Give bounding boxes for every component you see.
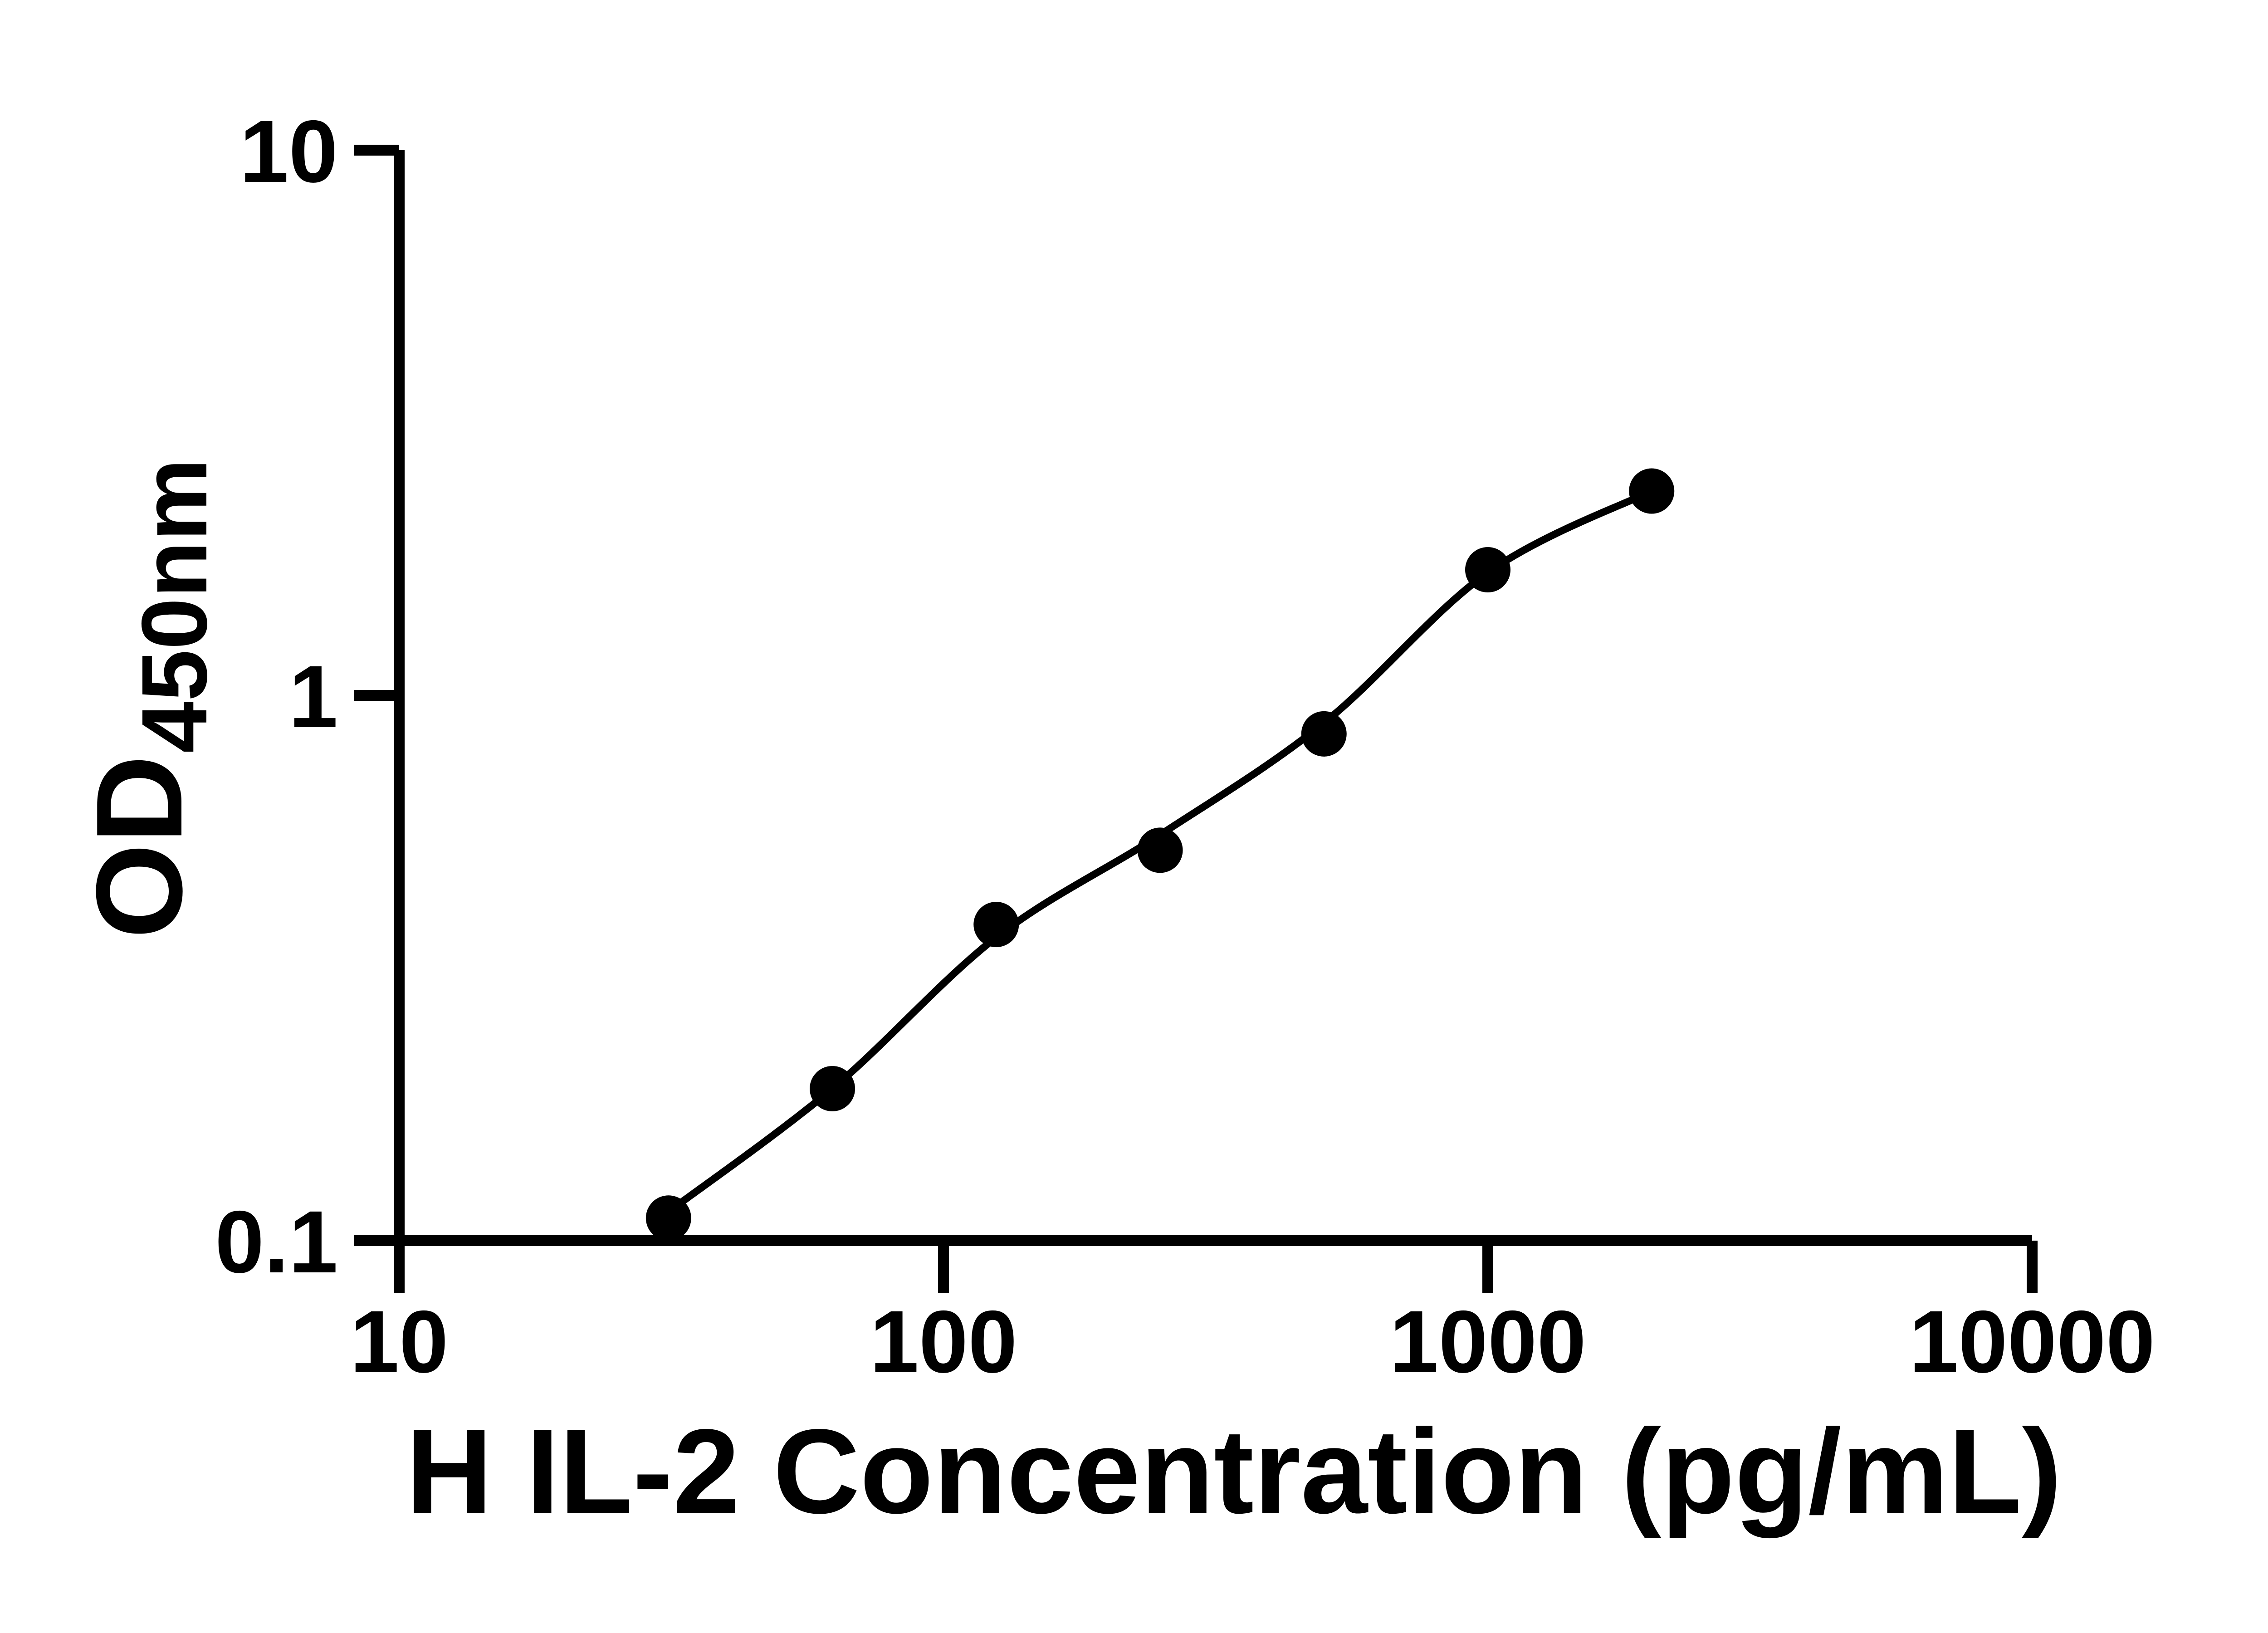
data-point [1301, 711, 1347, 757]
y-tick-label: 1 [289, 647, 338, 746]
data-point [1629, 468, 1675, 514]
y-axis-title-main: OD [71, 755, 208, 939]
x-tick-label: 10000 [1909, 1292, 2155, 1391]
data-point [645, 1195, 691, 1241]
y-axis-title: OD 450nm [71, 459, 226, 939]
y-tick-label: 0.1 [215, 1193, 338, 1291]
x-tick-label: 100 [870, 1292, 1017, 1391]
x-tick-labels: 10 100 1000 10000 [350, 1292, 2156, 1391]
data-point [810, 1066, 855, 1111]
data-point [1137, 827, 1183, 873]
data-points [645, 468, 1675, 1241]
data-point [973, 902, 1019, 948]
y-axis-ticks [354, 145, 399, 1246]
x-tick-label: 1000 [1389, 1292, 1586, 1391]
y-axis-title-subscript: 450nm [122, 459, 226, 753]
x-axis-title: H IL-2 Concentration (pg/mL) [406, 1404, 2062, 1539]
x-axis-ticks [394, 1241, 2038, 1293]
y-tick-labels: 0.1 1 10 [215, 102, 338, 1291]
data-point [1465, 547, 1510, 593]
axes [394, 150, 2032, 1246]
y-tick-label: 10 [240, 102, 338, 201]
x-tick-label: 10 [350, 1292, 449, 1391]
